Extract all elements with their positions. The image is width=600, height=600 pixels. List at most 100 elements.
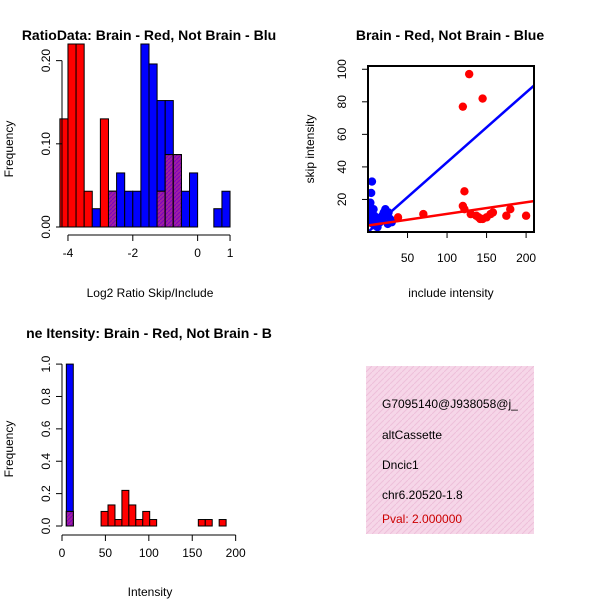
y-tick-label: 0.00 [39, 215, 53, 239]
blue-bar [148, 63, 158, 228]
overlap-bar [164, 154, 174, 228]
x-tick-label: 100 [139, 546, 159, 560]
intensity-histogram-panel: ne Itensity: Brain - Red, Not Brain - B … [2, 325, 272, 599]
x-tick-label: -2 [127, 246, 138, 260]
intensity-histogram-ylabel: Frequency [2, 421, 16, 478]
y-tick-label: 100 [335, 59, 349, 79]
red-bar [218, 519, 227, 527]
overlap-bar [65, 510, 74, 527]
red-point [478, 94, 487, 103]
red-bar [121, 489, 130, 527]
red-bar [67, 43, 77, 228]
blue-point [369, 205, 378, 214]
info-location: chr6.20520-1.8 [382, 488, 463, 502]
y-tick-label: 0.4 [39, 453, 53, 470]
overlap-bar [172, 154, 182, 228]
info-panel: G7095140@J938058@j_ altCassette Dncic1 c… [366, 366, 534, 534]
intensity-histogram-xlabel: Intensity [128, 585, 173, 599]
ratio-histogram-axes: -4 -2 0 1 0.00 0.10 0.20 [39, 49, 234, 260]
x-tick-label: 50 [401, 251, 415, 265]
x-tick-label: -4 [63, 246, 74, 260]
info-probe-id: G7095140@J938058@j_ [382, 397, 518, 411]
ratio-histogram-xlabel: Log2 Ratio Skip/Include [87, 286, 214, 300]
y-tick-label: 1.0 [39, 355, 53, 372]
scatter-ylabel: skip intensity [303, 115, 317, 184]
red-point [488, 208, 498, 217]
intensity-histogram-bars [65, 363, 227, 527]
ratio-histogram-bars [59, 43, 231, 228]
intensity-histogram-axes: 0 50 100 150 200 0.0 0.2 0.4 0.6 0.8 1.0 [39, 355, 246, 560]
y-tick-label: 0.2 [39, 485, 53, 502]
y-tick-label: 0.8 [39, 388, 53, 405]
scatter-axes: 50 100 150 200 20 40 60 80 100 [335, 59, 536, 265]
blue-fit-line [368, 84, 534, 232]
info-pval: Pval: 2.000000 [382, 512, 462, 526]
red-point [506, 205, 515, 214]
x-tick-label: 50 [99, 546, 113, 560]
red-point [521, 211, 531, 220]
red-bar [135, 519, 144, 527]
red-point [502, 211, 511, 220]
overlap-bar [156, 190, 166, 228]
blue-bar [189, 172, 199, 228]
blue-bar [221, 190, 231, 228]
x-tick-label: 1 [227, 246, 234, 260]
scatter-plot-area [368, 69, 534, 232]
y-tick-label: 20 [335, 192, 349, 206]
blue-bar [65, 363, 74, 527]
red-bar [59, 118, 69, 228]
red-point [393, 213, 403, 222]
blue-point [368, 188, 376, 198]
red-bar [149, 519, 158, 527]
x-tick-label: 150 [477, 251, 497, 265]
red-bar [99, 118, 109, 228]
blue-bar [132, 190, 142, 228]
ratio-histogram-panel: RatioData: Brain - Red, Not Brain - Blu … [2, 27, 276, 300]
x-tick-label: 200 [226, 546, 246, 560]
y-tick-label: 0.20 [39, 49, 53, 73]
blue-bar [213, 208, 223, 228]
blue-bar [180, 190, 191, 228]
red-point [460, 187, 469, 196]
blue-bar [116, 172, 126, 228]
info-event-type: altCassette [382, 428, 442, 442]
overlap-bar [107, 190, 118, 228]
y-tick-label: 0.6 [39, 420, 53, 437]
y-tick-label: 0.10 [39, 132, 53, 156]
x-tick-label: 0 [194, 246, 201, 260]
red-bar [83, 190, 93, 228]
ratio-histogram-title: RatioData: Brain - Red, Not Brain - Blu [22, 27, 276, 43]
y-tick-label: 0.0 [39, 517, 53, 534]
info-gene-name: Dncic1 [382, 458, 419, 472]
intensity-histogram-title: ne Itensity: Brain - Red, Not Brain - B [26, 325, 272, 341]
y-tick-label: 40 [335, 160, 349, 174]
red-bar [128, 504, 137, 527]
blue-bar [124, 190, 134, 228]
scatter-frame [367, 65, 535, 233]
scatter-panel: Brain - Red, Not Brain - Blue 50 100 150 20… [303, 27, 544, 300]
red-fit-line [368, 199, 534, 227]
x-tick-label: 200 [516, 251, 536, 265]
scatter-xlabel: include intensity [408, 286, 493, 300]
y-tick-label: 80 [335, 95, 349, 109]
red-bar [75, 43, 85, 228]
red-bar [114, 519, 123, 527]
red-bar [204, 519, 213, 527]
blue-bar [140, 43, 150, 228]
blue-bar [91, 208, 101, 228]
scatter-title: Brain - Red, Not Brain - Blue [356, 27, 544, 43]
x-tick-label: 0 [59, 546, 66, 560]
blue-point [368, 177, 377, 186]
red-point [464, 69, 474, 79]
red-bar [197, 519, 206, 527]
blue-point [368, 214, 375, 224]
x-tick-label: 100 [437, 251, 457, 265]
info-panel-background [366, 366, 534, 534]
red-bar [142, 510, 151, 527]
red-point [458, 102, 468, 111]
x-tick-label: 150 [182, 546, 202, 560]
ratio-histogram-ylabel: Frequency [2, 121, 16, 178]
y-tick-label: 60 [335, 127, 349, 141]
red-bar [107, 504, 116, 527]
